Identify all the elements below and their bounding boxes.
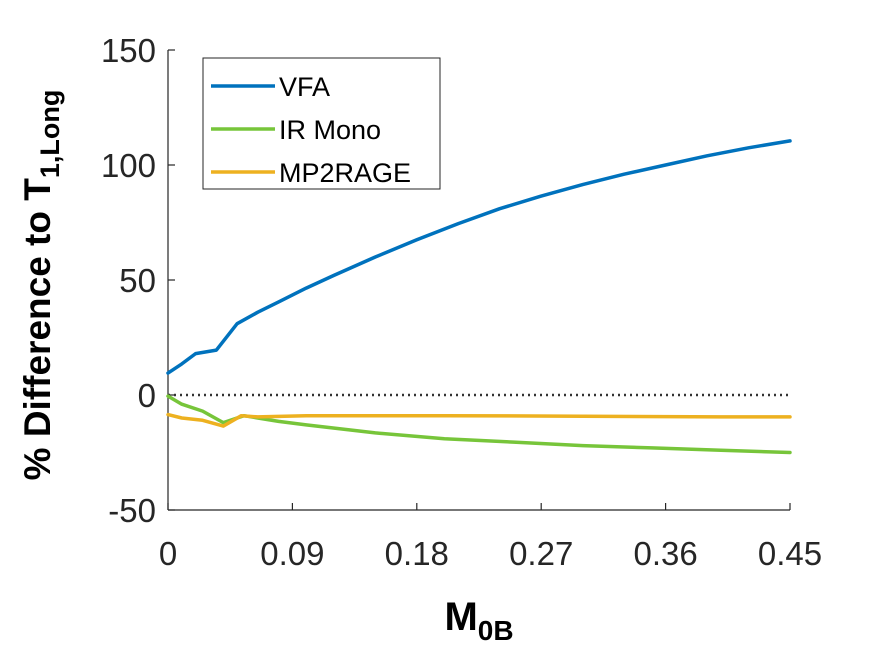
legend-box <box>202 57 441 190</box>
x-tick-label: 0.36 <box>633 535 697 572</box>
y-axis-title-main: % Difference to T <box>17 178 58 481</box>
legend: VFA IR Mono MP2RAGE <box>202 57 441 190</box>
x-tick-label: 0.09 <box>260 535 324 572</box>
x-tick-label: 0 <box>159 535 177 572</box>
y-tick-label: 150 <box>101 32 156 69</box>
y-tick-label: 0 <box>138 377 156 414</box>
y-tick-label: 50 <box>119 262 156 299</box>
legend-label: VFA <box>279 72 330 102</box>
x-axis-title: M0B <box>444 595 513 646</box>
x-tick-label: 0.18 <box>385 535 449 572</box>
legend-label: MP2RAGE <box>279 158 411 188</box>
legend-label: IR Mono <box>279 115 381 145</box>
x-axis-title-main: M <box>444 595 477 639</box>
y-tick-label: -50 <box>108 492 156 529</box>
series-line-mp2rage <box>166 412 792 428</box>
series <box>166 139 792 455</box>
series-line-ir-mono <box>166 394 792 455</box>
series-line-vfa <box>166 139 792 375</box>
x-tick-label: 0.45 <box>758 535 822 572</box>
y-axis-title: % Difference to T1,Long <box>17 90 65 481</box>
y-tick-label: 100 <box>101 147 156 184</box>
x-axis-title-subscript: 0B <box>478 615 514 646</box>
y-axis-title-subscript: 1,Long <box>35 90 65 179</box>
x-tick-label: 0.27 <box>509 535 573 572</box>
